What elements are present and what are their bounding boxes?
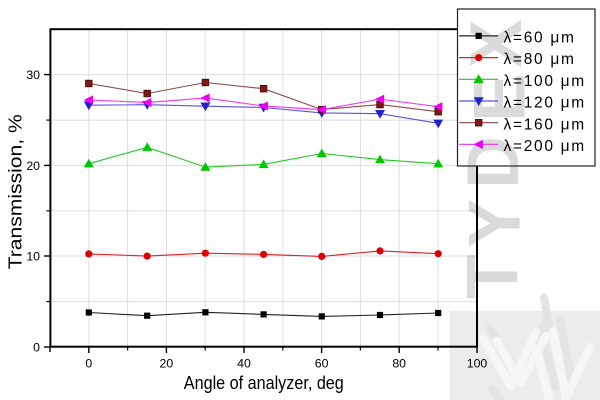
svg-text:80: 80 (392, 357, 406, 371)
svg-text:Transmission, %: Transmission, % (5, 114, 26, 269)
svg-text:E: E (460, 73, 541, 122)
svg-text:D: D (453, 136, 534, 189)
svg-text:Angle of analyzer, deg: Angle of analyzer, deg (184, 372, 344, 393)
svg-text:10: 10 (26, 249, 40, 263)
svg-text:λ=160 μm: λ=160 μm (504, 116, 586, 133)
svg-text:0: 0 (33, 340, 40, 354)
svg-text:X: X (456, 19, 537, 68)
svg-text:λ=60 μm: λ=60 μm (504, 30, 576, 47)
svg-text:20: 20 (160, 357, 174, 371)
svg-text:λ=100 μm: λ=100 μm (504, 73, 586, 90)
svg-text:λ=80 μm: λ=80 μm (504, 51, 576, 68)
svg-text:30: 30 (26, 68, 40, 82)
svg-text:Y: Y (455, 199, 536, 248)
svg-text:λ=200 μm: λ=200 μm (504, 138, 586, 155)
svg-text:20: 20 (26, 159, 40, 173)
svg-text:60: 60 (315, 357, 329, 371)
svg-text:100: 100 (467, 357, 488, 371)
svg-text:0: 0 (85, 357, 92, 371)
svg-text:T: T (453, 254, 534, 299)
svg-text:40: 40 (237, 357, 251, 371)
svg-text:λ=120 μm: λ=120 μm (504, 95, 586, 112)
